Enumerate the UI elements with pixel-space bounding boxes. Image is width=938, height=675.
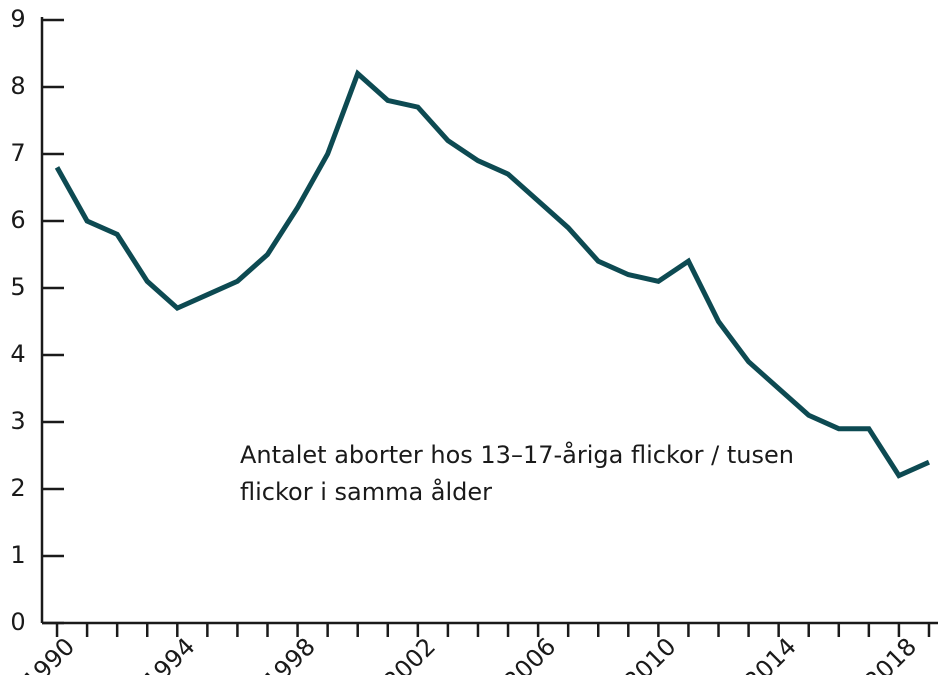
y-tick-label: 0 bbox=[10, 608, 25, 636]
x-tick-label: 1998 bbox=[258, 632, 321, 675]
x-tick-label: 1990 bbox=[17, 632, 80, 675]
x-tick-label: 2010 bbox=[619, 632, 682, 675]
y-tick-label: 5 bbox=[10, 273, 25, 301]
annotation: flickor i samma ålder bbox=[240, 477, 492, 506]
x-tick-label: 2002 bbox=[378, 632, 441, 675]
data-line bbox=[54, 69, 930, 479]
y-tick-label: 1 bbox=[10, 541, 25, 569]
annotation: Antalet aborter hos 13–17-åriga flickor … bbox=[240, 440, 794, 469]
y-tick-label: 8 bbox=[10, 72, 25, 100]
x-tick-label: 1994 bbox=[138, 632, 201, 675]
y-tick-label: 6 bbox=[10, 206, 25, 234]
x-tick-label: 2014 bbox=[739, 632, 802, 675]
y-tick-label: 3 bbox=[10, 407, 25, 435]
y-tick-label: 4 bbox=[10, 340, 25, 368]
x-tick-label: 2006 bbox=[498, 632, 561, 675]
y-tick-label: 9 bbox=[10, 5, 25, 33]
y-tick-label: 7 bbox=[10, 139, 25, 167]
x-tick-label: 2018 bbox=[859, 632, 922, 675]
y-tick-label: 2 bbox=[10, 474, 25, 502]
